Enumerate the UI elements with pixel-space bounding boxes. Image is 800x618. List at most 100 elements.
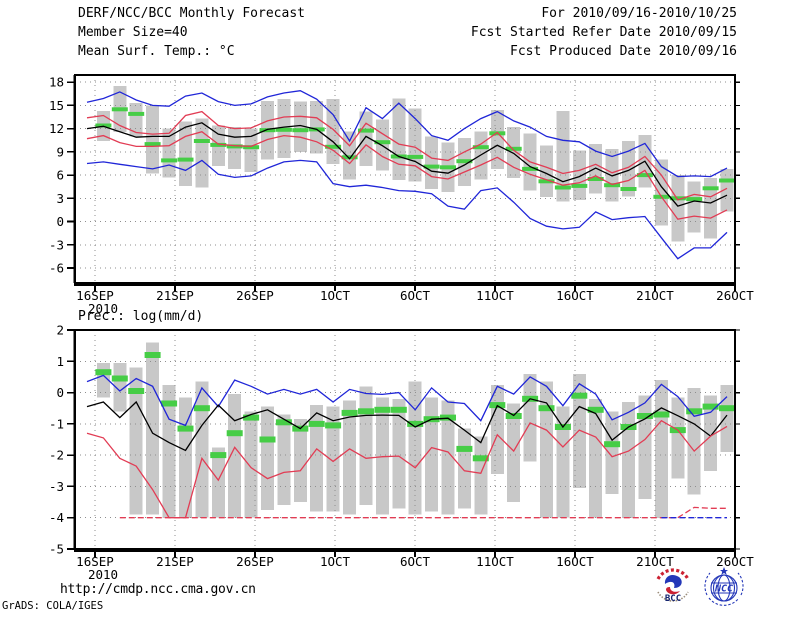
- observation-dash: [390, 406, 407, 413]
- x-tick-label: 21OCT: [636, 554, 674, 569]
- x-tick-label: 1OCT: [320, 554, 351, 569]
- observation-dash: [292, 128, 309, 133]
- observation-dash: [669, 196, 686, 201]
- observation-dash: [538, 179, 555, 184]
- bcc-logo: BCC: [655, 567, 691, 604]
- spread-bar: [704, 178, 718, 239]
- produced-date-label: Fcst Produced Date 2010/09/16: [510, 44, 737, 59]
- observation-dash: [423, 164, 440, 169]
- observation-dash: [275, 419, 292, 426]
- spread-bar: [671, 175, 685, 242]
- observation-dash: [456, 159, 473, 164]
- observation-dash: [456, 445, 473, 452]
- observation-dash: [472, 455, 489, 462]
- spread-bar: [293, 419, 307, 503]
- observation-dash: [407, 154, 424, 159]
- spread-bar: [556, 406, 570, 518]
- spread-bar: [457, 428, 471, 509]
- source-url: http://cmdp.ncc.cma.gov.cn: [60, 582, 256, 597]
- observation-dash: [702, 403, 719, 410]
- axes: 18 15 12 9 6 3 0 -3 -6 16SEP 21SEP 26SEP 1OCT 6OCT 11O…: [49, 74, 754, 316]
- spread-bar: [589, 398, 603, 518]
- observation-dash: [505, 146, 522, 151]
- observation-dash: [177, 157, 194, 162]
- spread-bar: [310, 405, 324, 512]
- observation-dash: [554, 185, 571, 190]
- spread-bar: [589, 144, 603, 194]
- y-tick-label: 0: [56, 385, 64, 400]
- spread-bar: [113, 362, 127, 412]
- ensemble-max-line: [86, 374, 728, 427]
- x-tick-label: 26OCT: [716, 554, 754, 569]
- observation-dash: [522, 166, 539, 171]
- observation-dash: [587, 177, 604, 181]
- observation-dash: [636, 413, 653, 419]
- prec-panel-title: Prec.: log(mm/d): [78, 309, 204, 324]
- spread-bar: [129, 103, 143, 137]
- x-tick-label: 26SEP: [236, 554, 274, 569]
- y-tick-label: 1: [56, 354, 64, 369]
- observation-dash: [325, 144, 342, 149]
- x-tick-label: 16SEP: [76, 554, 114, 569]
- spread-bar: [211, 447, 225, 518]
- spread-bar: [622, 402, 635, 518]
- observation-dash: [161, 400, 178, 407]
- x-tick-label: 21SEP: [156, 554, 194, 569]
- member-size-label: Member Size=40: [78, 25, 188, 40]
- lower-quartile-line: [86, 419, 728, 519]
- ncc-logo-text: NCC: [714, 584, 733, 595]
- ensemble-min-line: [86, 159, 728, 260]
- spread-bar: [622, 141, 635, 197]
- spread-bar: [687, 181, 701, 233]
- x-tick-label: 26SEP: [236, 288, 274, 303]
- y-tick-label: -4: [49, 510, 64, 525]
- observation-dash: [161, 158, 178, 163]
- observation-dash: [358, 128, 374, 133]
- gridlines: [75, 75, 735, 283]
- spread-bar: [605, 148, 619, 202]
- ensemble-mean-line: [86, 398, 728, 452]
- observation-dash: [702, 186, 719, 191]
- observation-dash: [210, 452, 227, 459]
- spread-bar: [687, 387, 701, 495]
- spread-bar: [375, 397, 389, 515]
- observation-dash: [604, 183, 621, 188]
- observation-dash: [374, 406, 391, 413]
- ensemble-spread-bars: [96, 86, 734, 242]
- agency-logos: BCC NCC: [652, 564, 748, 612]
- y-tick-label: 0: [56, 214, 64, 229]
- spread-bar: [474, 436, 488, 515]
- observation-dash: [472, 145, 489, 150]
- observation-dash: [719, 405, 735, 412]
- page-title: DERF/NCC/BCC Monthly Forecast: [78, 6, 305, 21]
- observation-dash: [604, 441, 621, 448]
- valid-range-label: For 2010/09/16-2010/10/25: [541, 6, 737, 21]
- y-tick-label: 15: [49, 98, 64, 113]
- spread-bar: [244, 128, 258, 172]
- bcc-swirl-blue: [664, 574, 682, 588]
- x-tick-label: 16SEP: [76, 288, 114, 303]
- x-tick-label: 6OCT: [400, 554, 431, 569]
- spread-bar: [228, 394, 242, 518]
- y-tick-label: -2: [49, 448, 64, 463]
- x-tick-label: 26OCT: [716, 288, 754, 303]
- y-tick-label: 9: [56, 144, 64, 159]
- x-year-label: 2010: [88, 301, 118, 316]
- temperature-forecast-panel: 18 15 12 9 6 3 0 -3 -6 16SEP 21SEP 26SEP 1OCT 6OCT 11O…: [49, 74, 754, 316]
- y-tick-label: 6: [56, 168, 64, 183]
- y-tick-label: -3: [49, 237, 64, 252]
- observation-dash: [571, 392, 588, 399]
- spread-bar: [523, 373, 537, 462]
- bcc-chinese-arc: [656, 568, 690, 580]
- observation-dash: [686, 197, 703, 202]
- y-tick-label: -6: [49, 261, 64, 276]
- bcc-swirl-red: [666, 587, 680, 595]
- spread-bar: [293, 101, 307, 152]
- spread-bar: [162, 384, 176, 518]
- bcc-logo-text: BCC: [665, 594, 681, 604]
- spread-bar: [244, 411, 258, 518]
- observation-dash: [325, 422, 342, 429]
- observation-dash: [587, 406, 604, 413]
- spread-bar: [195, 118, 209, 188]
- spread-bar: [392, 398, 406, 509]
